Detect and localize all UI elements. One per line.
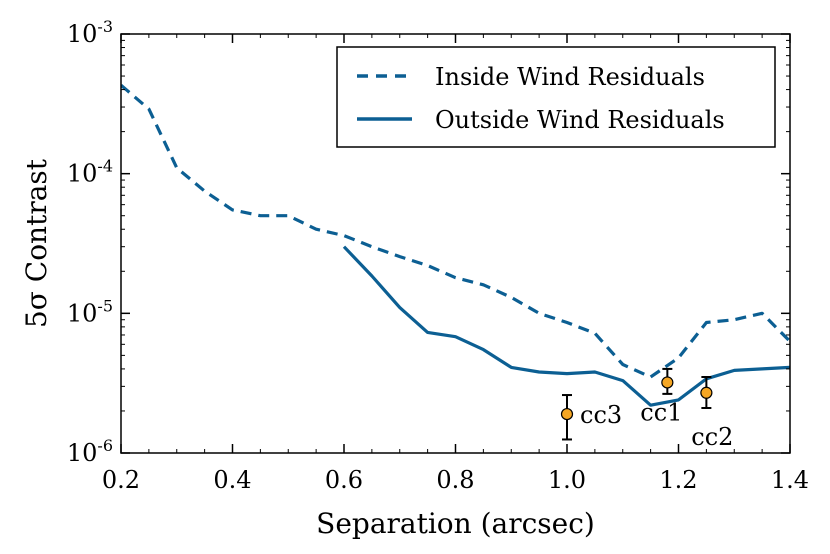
y-tick-label: 10-6 xyxy=(67,436,113,467)
point-cc3 xyxy=(560,407,574,421)
series-layer xyxy=(121,83,790,407)
y-axis-label: 5σ Contrast xyxy=(20,158,53,328)
y-tick-label: 10-4 xyxy=(67,157,113,188)
outside-wind-series-line xyxy=(342,245,790,407)
legend-box xyxy=(336,46,776,148)
x-tick-label: 0.8 xyxy=(436,466,474,494)
x-tick-label: 0.2 xyxy=(102,466,140,494)
point-label-cc3: cc3 xyxy=(580,401,622,429)
point-cc2 xyxy=(700,386,713,399)
x-tick-label: 1.4 xyxy=(771,466,809,494)
x-tick-label: 1.0 xyxy=(548,466,586,494)
x-tick-label: 1.2 xyxy=(659,466,697,494)
x-tick-label: 0.4 xyxy=(213,466,251,494)
ticks-layer: 0.2 0.4 0.6 0.8 1.0 1.2 1.4 10-3 10-4 10-5 10-6 xyxy=(67,17,809,494)
point-label-cc1: cc1 xyxy=(640,398,682,426)
points-layer: cc3 cc1 cc2 xyxy=(560,367,733,451)
y-tick-label: 10-3 xyxy=(67,17,113,48)
y-tick-label: 10-5 xyxy=(67,296,113,327)
x-axis-label: Separation (arcsec) xyxy=(316,507,595,540)
legend: Inside Wind Residuals Outside Wind Residu… xyxy=(336,46,776,148)
point-cc1 xyxy=(661,376,674,389)
legend-entry-label: Inside Wind Residuals xyxy=(435,63,705,91)
legend-entry-label: Outside Wind Residuals xyxy=(435,106,725,134)
point-label-cc2: cc2 xyxy=(691,423,733,451)
inside-wind-series-line xyxy=(121,83,790,379)
x-tick-label: 0.6 xyxy=(325,466,363,494)
